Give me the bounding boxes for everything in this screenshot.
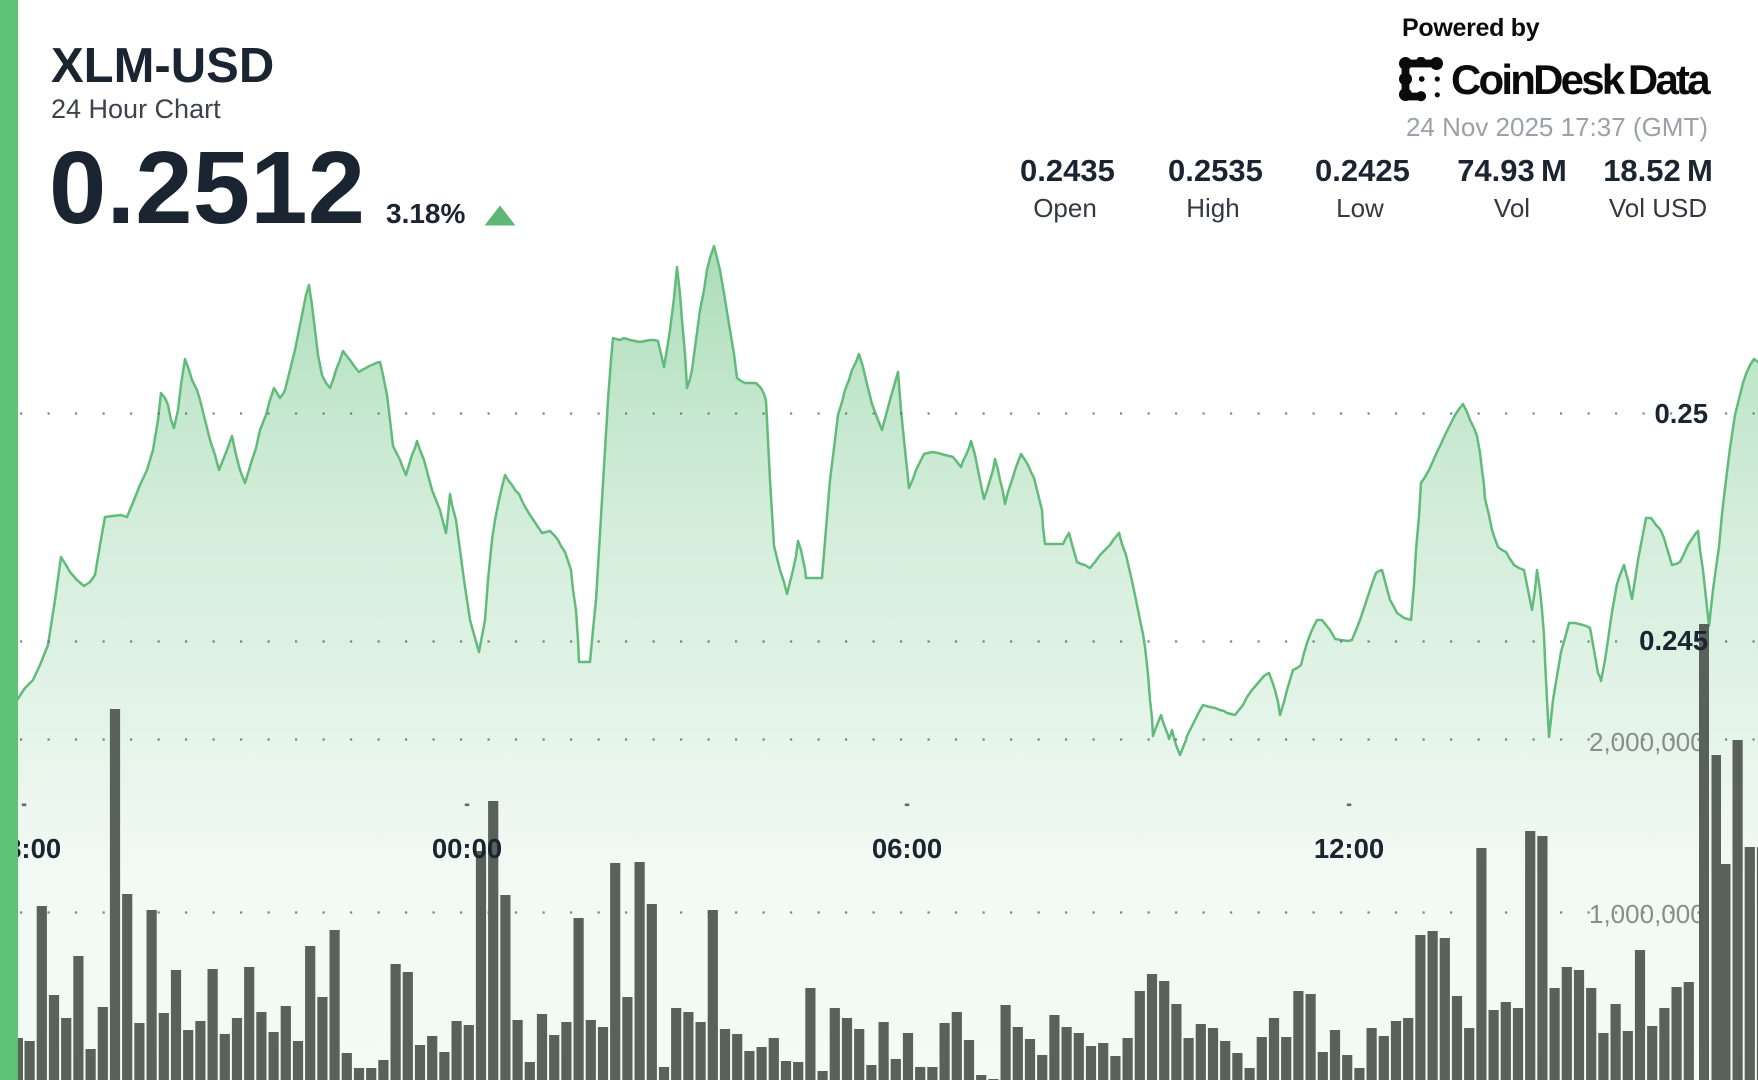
svg-text:0.245: 0.245 [1639, 625, 1708, 656]
svg-text:1,000,000: 1,000,000 [1589, 899, 1705, 929]
svg-text:0.25: 0.25 [1654, 398, 1708, 429]
svg-text:06:00: 06:00 [872, 833, 942, 864]
svg-text:12:00: 12:00 [1314, 833, 1384, 864]
svg-text:00:00: 00:00 [432, 833, 502, 864]
svg-text:2,000,000: 2,000,000 [1589, 727, 1705, 757]
